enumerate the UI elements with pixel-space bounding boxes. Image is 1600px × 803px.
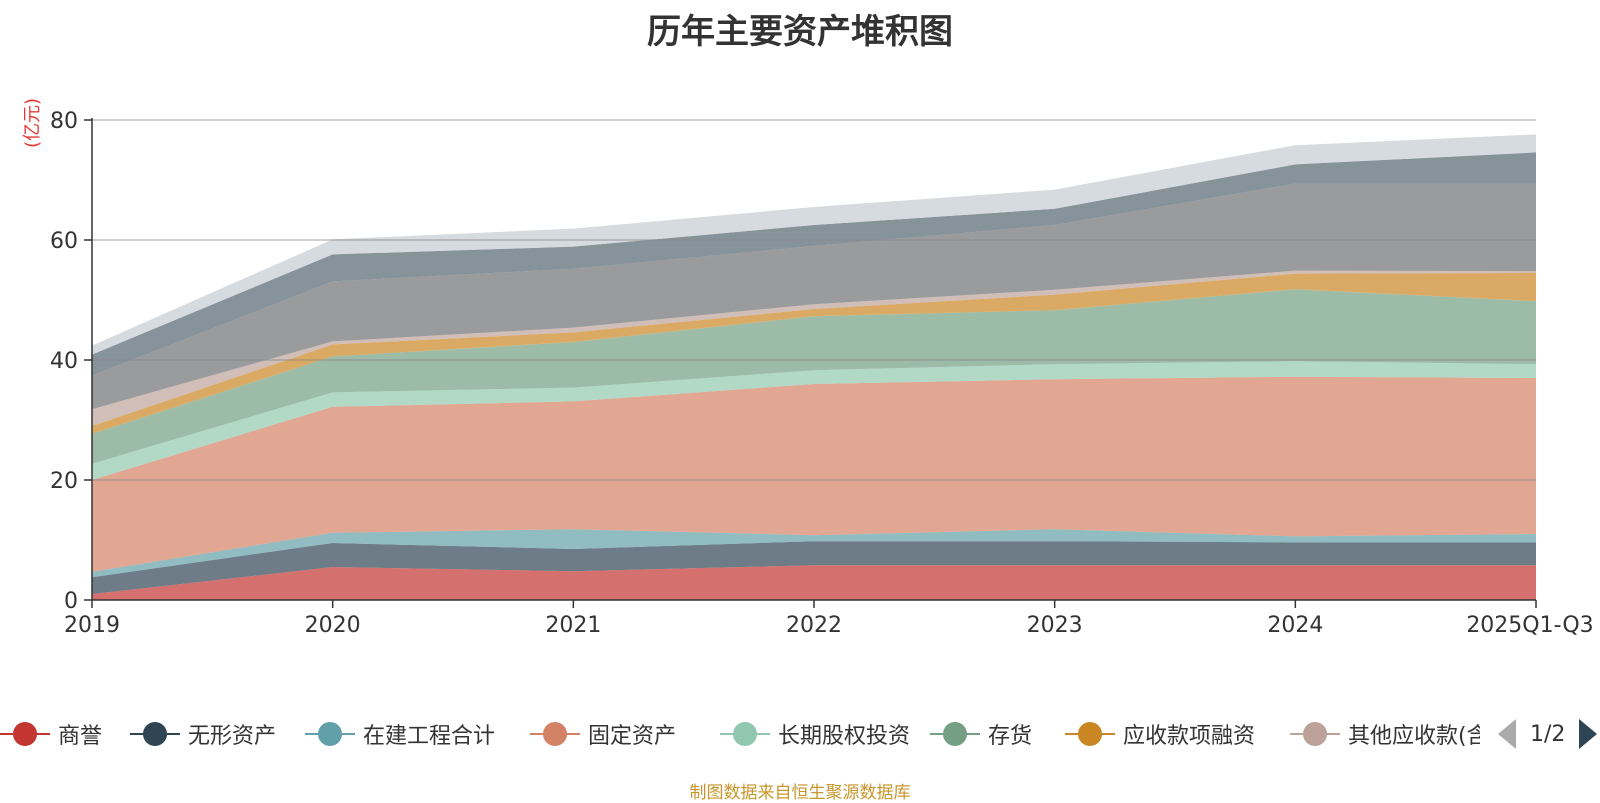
legend-item[interactable]: 商誉 xyxy=(0,712,102,756)
y-tick-label: 80 xyxy=(50,109,78,134)
legend-item[interactable]: 其他应收款(含利息和股利) xyxy=(1290,712,1480,756)
legend-marker-icon xyxy=(130,722,180,746)
data-source-note: 制图数据来自恒生聚源数据库 xyxy=(689,783,911,803)
legend-item[interactable]: 无形资产 xyxy=(130,712,276,756)
legend-label: 固定资产 xyxy=(588,724,677,749)
x-tick-label: 2020 xyxy=(305,613,361,638)
area-series-0[interactable] xyxy=(92,565,1536,600)
area-series-1[interactable] xyxy=(92,541,1536,594)
x-tick-label: 2019 xyxy=(64,613,120,638)
area-series-5[interactable] xyxy=(92,289,1536,464)
area-series-4[interactable] xyxy=(92,361,1536,480)
legend-prev-page-icon[interactable] xyxy=(1498,719,1516,749)
legend-item[interactable]: 固定资产 xyxy=(530,712,676,756)
area-series-3[interactable] xyxy=(92,376,1536,572)
y-tick-label: 40 xyxy=(50,349,78,374)
legend-label: 其他应收款(含利息和股利) xyxy=(1348,724,1480,749)
legend-page-indicator: 1/2 xyxy=(1530,721,1566,747)
stacked-area-chart: 0 20 40 60 80 2019 2020 2021 2022 2023 2024 2025Q1-… xyxy=(50,109,1594,638)
legend: 商誉 无形资产 在建工程合计 固定资产 长期股权投资 存货 应收款项融资 其他应收款(含利息和… xyxy=(0,712,1480,756)
legend-marker-icon xyxy=(530,722,580,746)
legend-label: 存货 xyxy=(988,724,1033,749)
legend-marker-icon xyxy=(1290,722,1340,746)
legend-marker-icon xyxy=(305,722,355,746)
legend-label: 长期股权投资 xyxy=(778,724,911,749)
legend-item[interactable]: 在建工程合计 xyxy=(305,712,495,756)
area-series-9[interactable] xyxy=(92,152,1536,376)
x-tick-label: 2023 xyxy=(1027,613,1083,638)
area-series-10[interactable] xyxy=(92,134,1536,355)
x-tick-label: 2022 xyxy=(786,613,842,638)
legend-label: 在建工程合计 xyxy=(363,724,496,749)
x-tick-label: 2021 xyxy=(545,613,601,638)
legend-label: 无形资产 xyxy=(188,724,277,749)
legend-label: 应收款项融资 xyxy=(1123,724,1256,749)
legend-marker-icon xyxy=(0,722,50,746)
legend-marker-icon xyxy=(1065,722,1115,746)
legend-pager: 1/2 xyxy=(1498,716,1598,752)
x-tick-label: 2025Q1-Q3 xyxy=(1466,613,1593,638)
y-tick-label: 0 xyxy=(64,589,78,614)
legend-label: 商誉 xyxy=(58,724,103,749)
x-tick-label: 2024 xyxy=(1267,613,1323,638)
legend-item[interactable]: 长期股权投资 xyxy=(720,712,910,756)
chart-title: 历年主要资产堆积图 xyxy=(647,12,953,52)
legend-marker-icon xyxy=(720,722,770,746)
area-series-2[interactable] xyxy=(92,529,1536,578)
legend-next-page-icon[interactable] xyxy=(1579,719,1598,749)
y-tick-label: 20 xyxy=(50,469,78,494)
area-series-6[interactable] xyxy=(92,273,1536,434)
legend-item[interactable]: 存货 xyxy=(930,712,1032,756)
legend-item[interactable]: 应收款项融资 xyxy=(1065,712,1255,756)
legend-marker-icon xyxy=(930,722,980,746)
y-tick-label: 60 xyxy=(50,229,78,254)
